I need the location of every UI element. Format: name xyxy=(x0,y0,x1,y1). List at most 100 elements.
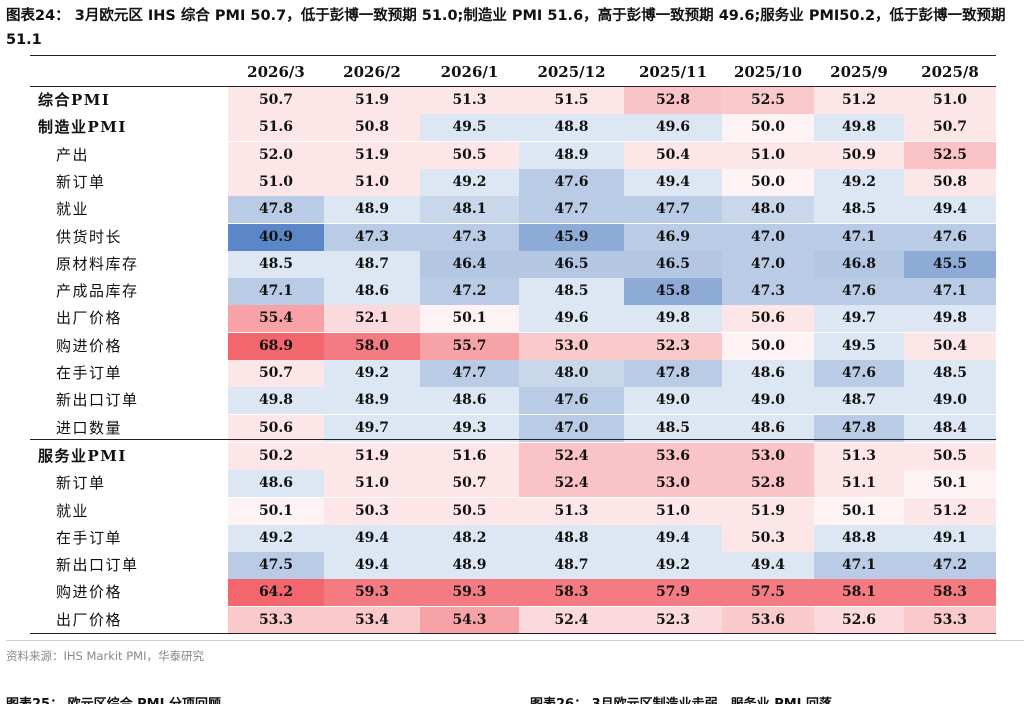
table-cell: 50.8 xyxy=(324,114,420,142)
column-header: 2026/1 xyxy=(440,63,499,81)
table-cell: 45.8 xyxy=(624,278,722,306)
next-figure-title-left: 图表25： 欧元区综合 PMI 分项回顾 xyxy=(6,693,221,704)
row-label: 产出 xyxy=(56,145,90,164)
table-cell: 48.6 xyxy=(722,414,814,442)
table-cell: 48.1 xyxy=(420,196,519,224)
table-cell: 48.9 xyxy=(420,552,519,580)
row-label: 新订单 xyxy=(56,474,106,493)
table-cell: 51.2 xyxy=(814,87,904,114)
table-cell: 52.3 xyxy=(624,332,722,360)
table-cell: 47.3 xyxy=(324,223,420,251)
table-cell: 51.0 xyxy=(228,168,324,196)
table-cell: 51.6 xyxy=(228,114,324,142)
table-cell: 50.3 xyxy=(324,497,420,525)
table-cell: 53.6 xyxy=(722,606,814,634)
table-top-rule xyxy=(30,55,996,56)
table-row: 原材料库存 48.5 48.7 46.4 46.5 46.5 47.0 46.8 45.5 xyxy=(30,250,996,278)
table-cell: 47.6 xyxy=(814,278,904,306)
table-cell: 53.0 xyxy=(519,332,624,360)
table-cell: 51.0 xyxy=(324,470,420,498)
row-label: 服务业PMI xyxy=(38,446,127,465)
table-cell: 47.0 xyxy=(519,414,624,442)
table-row: 新订单 48.6 51.0 50.7 52.4 53.0 52.8 51.1 50.1 xyxy=(30,470,996,498)
table-cell: 47.6 xyxy=(814,360,904,387)
table-cell: 50.0 xyxy=(722,114,814,142)
table-cell: 59.3 xyxy=(324,579,420,607)
table-cell: 57.5 xyxy=(722,579,814,607)
table-cell: 47.2 xyxy=(420,278,519,306)
table-cell: 49.5 xyxy=(814,332,904,360)
table-cell: 68.9 xyxy=(228,332,324,360)
table-cell: 52.6 xyxy=(814,606,904,634)
row-label: 出厂价格 xyxy=(56,610,123,629)
table-row: 出厂价格 53.3 53.4 54.3 52.4 52.3 53.6 52.6 53.3 xyxy=(30,606,996,634)
table-cell: 48.9 xyxy=(519,141,624,169)
table-cell: 46.5 xyxy=(519,250,624,278)
row-label: 购进价格 xyxy=(56,583,123,602)
table-cell: 58.1 xyxy=(814,579,904,607)
table-cell: 48.7 xyxy=(814,387,904,415)
table-cell: 48.5 xyxy=(228,250,324,278)
row-label: 综合PMI xyxy=(38,91,111,109)
table-cell: 51.9 xyxy=(324,141,420,169)
table-cell: 52.4 xyxy=(519,442,624,470)
table-cell: 52.8 xyxy=(624,87,722,114)
table-cell: 49.8 xyxy=(624,305,722,333)
table-cell: 58.3 xyxy=(519,579,624,607)
table-cell: 50.5 xyxy=(904,442,996,470)
table-cell: 49.4 xyxy=(624,168,722,196)
table-cell: 58.0 xyxy=(324,332,420,360)
table-row: 综合PMI 50.7 51.9 51.3 51.5 52.8 52.5 51.2 51.0 xyxy=(30,87,996,114)
table-cell: 51.5 xyxy=(519,87,624,114)
table-cell: 50.1 xyxy=(228,497,324,525)
table-cell: 53.3 xyxy=(228,606,324,634)
table-cell: 52.8 xyxy=(722,470,814,498)
table-cell: 50.6 xyxy=(228,414,324,442)
table-cell: 57.9 xyxy=(624,579,722,607)
table-cell: 49.2 xyxy=(624,552,722,580)
table-cell: 48.8 xyxy=(519,524,624,552)
table-row: 就业 47.8 48.9 48.1 47.7 47.7 48.0 48.5 49.4 xyxy=(30,196,996,224)
table-cell: 47.6 xyxy=(904,223,996,251)
table-row: 服务业PMI 50.2 51.9 51.6 52.4 53.6 53.0 51.3 50.5 xyxy=(30,442,996,470)
table-cell: 50.7 xyxy=(228,360,324,387)
table-cell: 55.7 xyxy=(420,332,519,360)
table-cell: 49.4 xyxy=(904,196,996,224)
table-cell: 45.5 xyxy=(904,250,996,278)
row-label: 在手订单 xyxy=(56,364,123,382)
table-cell: 49.5 xyxy=(420,114,519,142)
row-label: 产成品库存 xyxy=(56,282,139,301)
table-cell: 47.1 xyxy=(904,278,996,306)
table-cell: 53.6 xyxy=(624,442,722,470)
table-cell: 53.3 xyxy=(904,606,996,634)
table-row: 购进价格 68.9 58.0 55.7 53.0 52.3 50.0 49.5 50.4 xyxy=(30,332,996,360)
table-cell: 52.1 xyxy=(324,305,420,333)
table-cell: 50.9 xyxy=(814,141,904,169)
table-cell: 47.7 xyxy=(624,196,722,224)
row-label: 出厂价格 xyxy=(56,309,123,328)
table-cell: 51.2 xyxy=(904,497,996,525)
column-header: 2026/3 xyxy=(247,63,305,81)
table-cell: 50.5 xyxy=(420,141,519,169)
table-cell: 49.0 xyxy=(904,387,996,415)
table-cell: 49.7 xyxy=(324,414,420,442)
row-label: 进口数量 xyxy=(56,418,123,437)
table-cell: 47.2 xyxy=(904,552,996,580)
column-header: 2025/9 xyxy=(830,63,888,81)
table-cell: 48.7 xyxy=(324,250,420,278)
table-cell: 51.3 xyxy=(519,497,624,525)
row-label: 供货时长 xyxy=(56,227,123,246)
table-cell: 49.0 xyxy=(624,387,722,415)
table-cell: 52.4 xyxy=(519,606,624,634)
table-cell: 48.5 xyxy=(519,278,624,306)
table-cell: 52.5 xyxy=(722,87,814,114)
table-cell: 47.1 xyxy=(814,223,904,251)
table-cell: 49.4 xyxy=(324,524,420,552)
table-cell: 49.2 xyxy=(814,168,904,196)
row-label: 就业 xyxy=(56,200,90,219)
table-cell: 49.8 xyxy=(904,305,996,333)
row-label: 新出口订单 xyxy=(56,556,139,575)
table-cell: 51.6 xyxy=(420,442,519,470)
table-cell: 49.6 xyxy=(519,305,624,333)
table-cell: 47.7 xyxy=(420,360,519,387)
